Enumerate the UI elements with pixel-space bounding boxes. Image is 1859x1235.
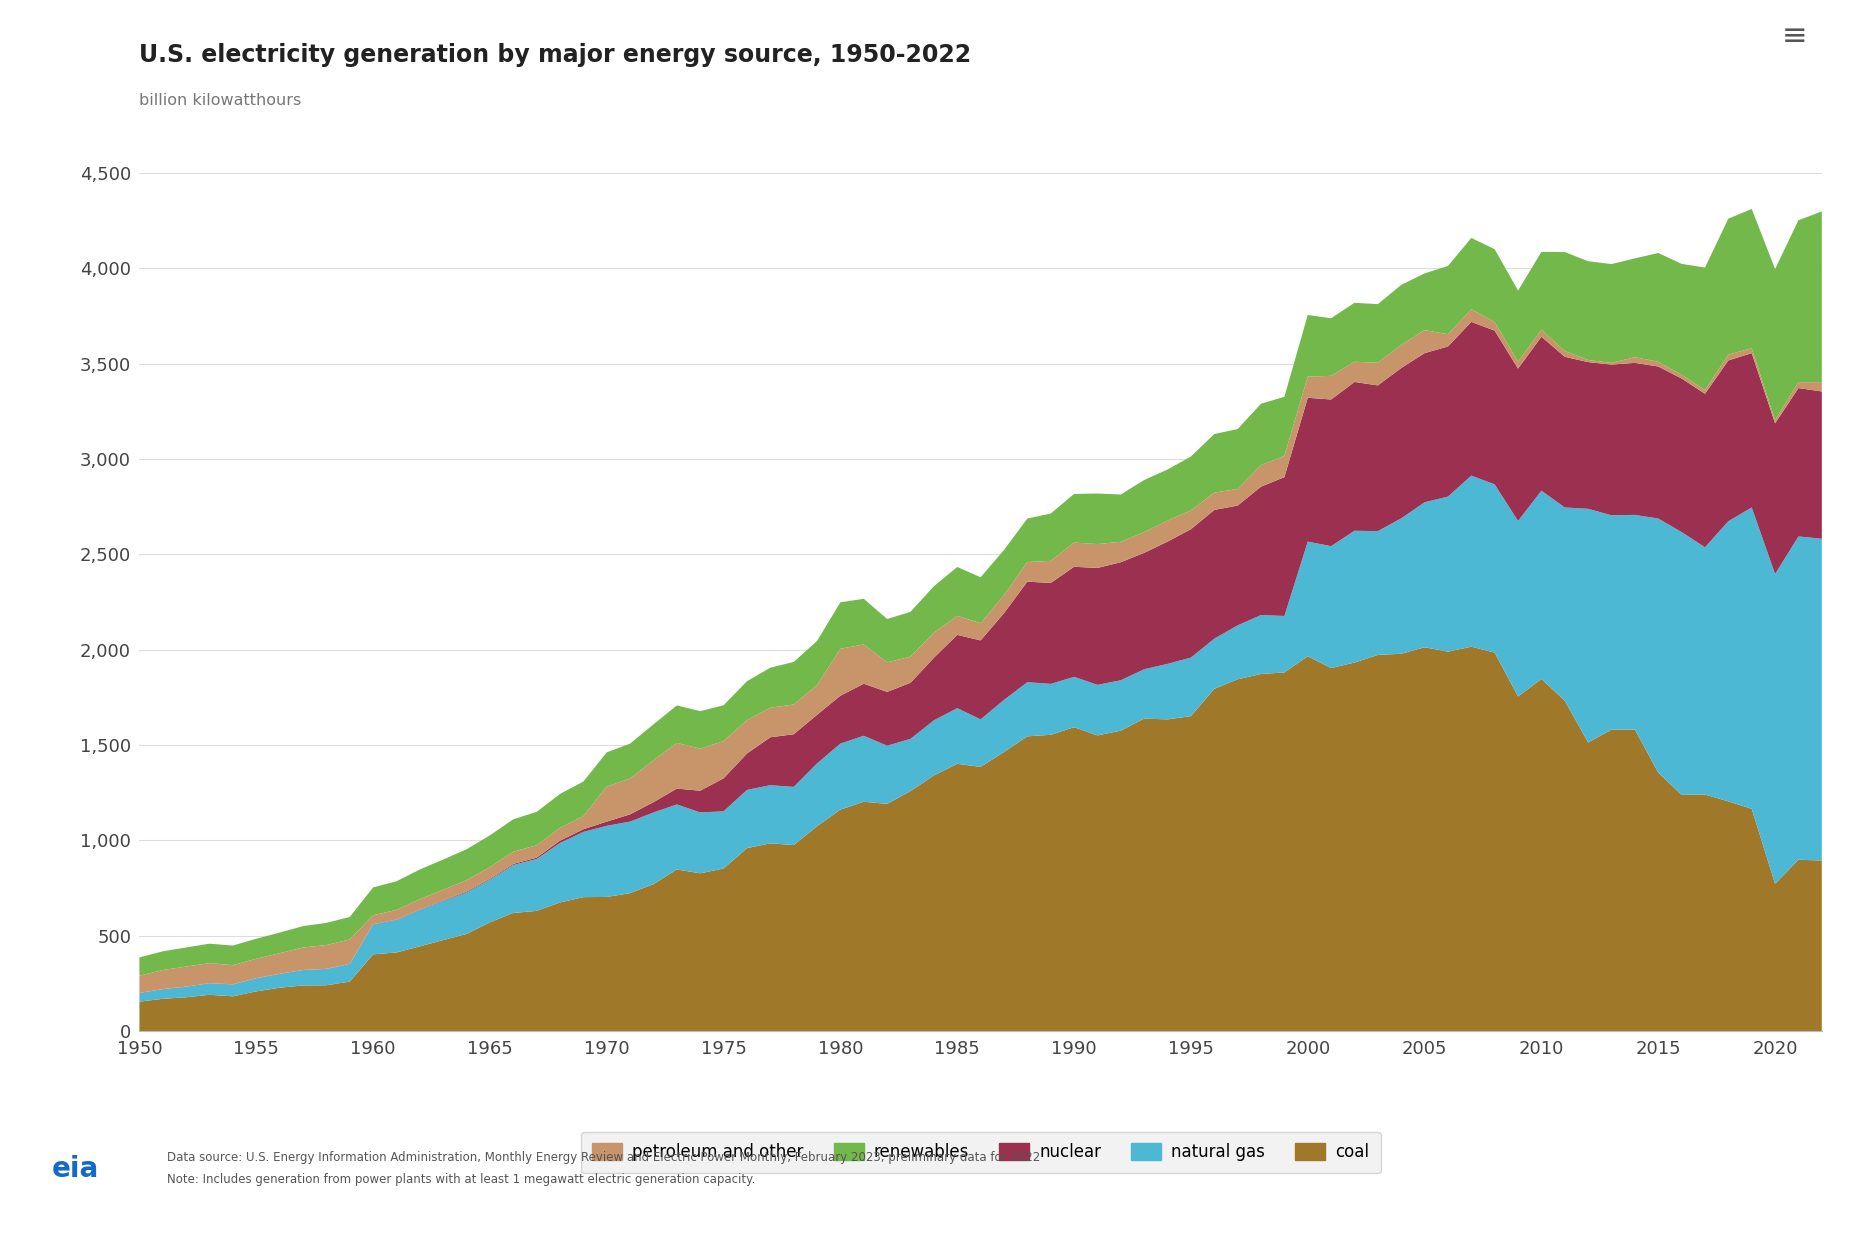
Text: Data source: U.S. Energy Information Administration, Monthly Energy Review and E: Data source: U.S. Energy Information Adm…: [167, 1151, 1041, 1165]
Legend: petroleum and other, renewables, nuclear, natural gas, coal: petroleum and other, renewables, nuclear…: [580, 1131, 1381, 1173]
Text: Note: Includes generation from power plants with at least 1 megawatt electric ge: Note: Includes generation from power pla…: [167, 1173, 755, 1187]
Text: eia: eia: [52, 1155, 99, 1183]
Text: U.S. electricity generation by major energy source, 1950-2022: U.S. electricity generation by major ene…: [139, 43, 972, 67]
Text: ≡: ≡: [1781, 22, 1807, 51]
Text: billion kilowatthours: billion kilowatthours: [139, 93, 301, 107]
